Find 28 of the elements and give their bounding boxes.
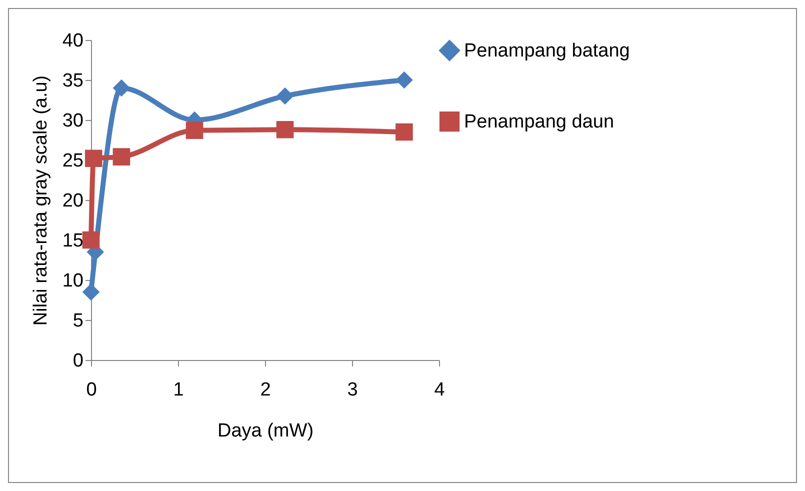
point	[84, 150, 102, 168]
y-tick-label: 15	[62, 230, 84, 252]
y-tick-label: 20	[62, 190, 84, 212]
legend-label: Penampang daun	[464, 112, 614, 132]
point	[276, 87, 294, 105]
y-tick-label: 40	[62, 30, 84, 52]
x-tick-label: 4	[434, 380, 446, 400]
y-tick-label: 25	[62, 150, 84, 172]
point	[186, 122, 204, 140]
y-tick-label: 0	[72, 350, 84, 372]
point	[82, 231, 100, 249]
y-tick-label: 30	[62, 110, 84, 132]
x-tick-label: 3	[347, 380, 358, 400]
x-tick-label: 1	[173, 380, 184, 400]
point	[276, 120, 294, 138]
y-tick-label: 35	[62, 70, 84, 92]
x-axis-title: Daya (mW)	[217, 420, 314, 442]
point	[112, 79, 130, 97]
legend-label: Penampang batang	[464, 40, 630, 62]
point	[82, 283, 100, 301]
x-tick-label: 2	[260, 380, 271, 400]
y-tick-label: 5	[72, 310, 84, 332]
y-axis-title: Nilai rata-rata gray scale (a.u)	[30, 75, 52, 326]
y-tick-label: 10	[62, 270, 84, 292]
point	[396, 71, 413, 89]
point	[396, 123, 413, 141]
point	[112, 148, 130, 166]
x-tick-label: 0	[86, 380, 97, 400]
